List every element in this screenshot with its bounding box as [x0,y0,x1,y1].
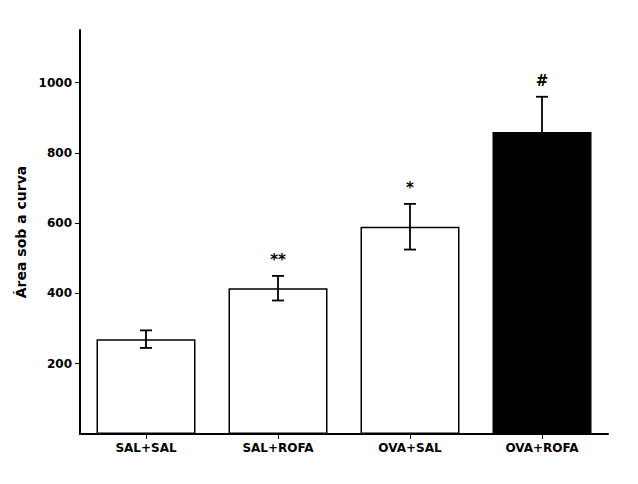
svg-text:1000: 1000 [39,76,72,90]
svg-text:#: # [536,72,549,90]
svg-text:SAL+ROFA: SAL+ROFA [242,441,314,455]
svg-text:Área sob a curva: Área sob a curva [13,166,29,298]
svg-text:200: 200 [47,357,72,371]
svg-text:OVA+ROFA: OVA+ROFA [505,441,579,455]
svg-text:SAL+SAL: SAL+SAL [115,441,177,455]
svg-text:800: 800 [47,146,72,160]
svg-text:OVA+SAL: OVA+SAL [378,441,442,455]
svg-text:**: ** [270,251,286,269]
svg-text:400: 400 [47,286,72,300]
svg-text:600: 600 [47,216,72,230]
svg-text:*: * [406,179,414,197]
